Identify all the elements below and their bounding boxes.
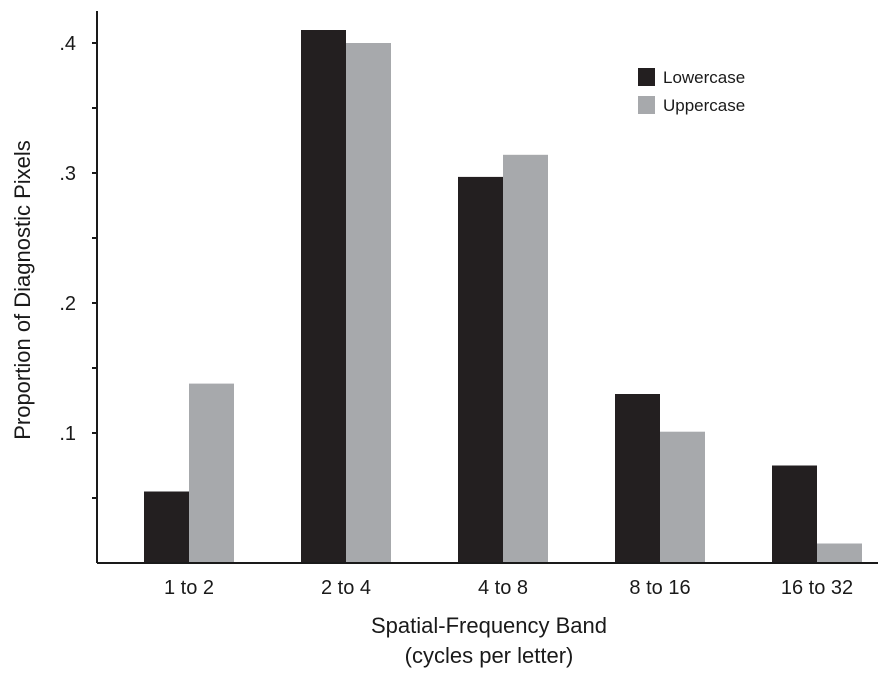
bar-lowercase-1: [301, 30, 346, 563]
bar-lowercase-0: [144, 491, 189, 563]
bars-group: [144, 30, 862, 564]
x-axis-tick-labels: 1 to 2 2 to 4 4 to 8 8 to 16 16 to 32: [164, 577, 853, 599]
x-tick-label: 8 to 16: [629, 577, 690, 599]
legend-label-uppercase: Uppercase: [663, 96, 745, 115]
legend: Lowercase Uppercase: [638, 68, 745, 115]
y-axis-ticks: .1 .2 .3 .4: [59, 33, 97, 499]
x-tick-label: 16 to 32: [781, 577, 853, 599]
y-tick-label: .3: [59, 163, 76, 185]
bar-uppercase-4: [817, 543, 862, 563]
y-tick-label: .1: [59, 423, 76, 445]
x-tick-label: 4 to 8: [478, 577, 528, 599]
y-tick-label: .4: [59, 33, 76, 55]
y-axis-title: Proportion of Diagnostic Pixels: [10, 140, 35, 440]
legend-label-lowercase: Lowercase: [663, 68, 745, 87]
bar-uppercase-2: [503, 154, 548, 564]
bar-lowercase-3: [615, 394, 660, 563]
bar-uppercase-3: [660, 431, 705, 563]
legend-swatch-uppercase: [638, 96, 655, 114]
bar-uppercase-1: [346, 43, 391, 563]
x-axis-subtitle: (cycles per letter): [405, 643, 574, 668]
x-axis-title: Spatial-Frequency Band: [371, 613, 607, 638]
legend-swatch-lowercase: [638, 68, 655, 86]
y-tick-label: .2: [59, 293, 76, 315]
x-tick-label: 2 to 4: [321, 577, 371, 599]
bar-lowercase-4: [772, 465, 817, 563]
x-tick-label: 1 to 2: [164, 577, 214, 599]
bar-lowercase-2: [458, 176, 503, 563]
bar-uppercase-0: [189, 383, 234, 563]
